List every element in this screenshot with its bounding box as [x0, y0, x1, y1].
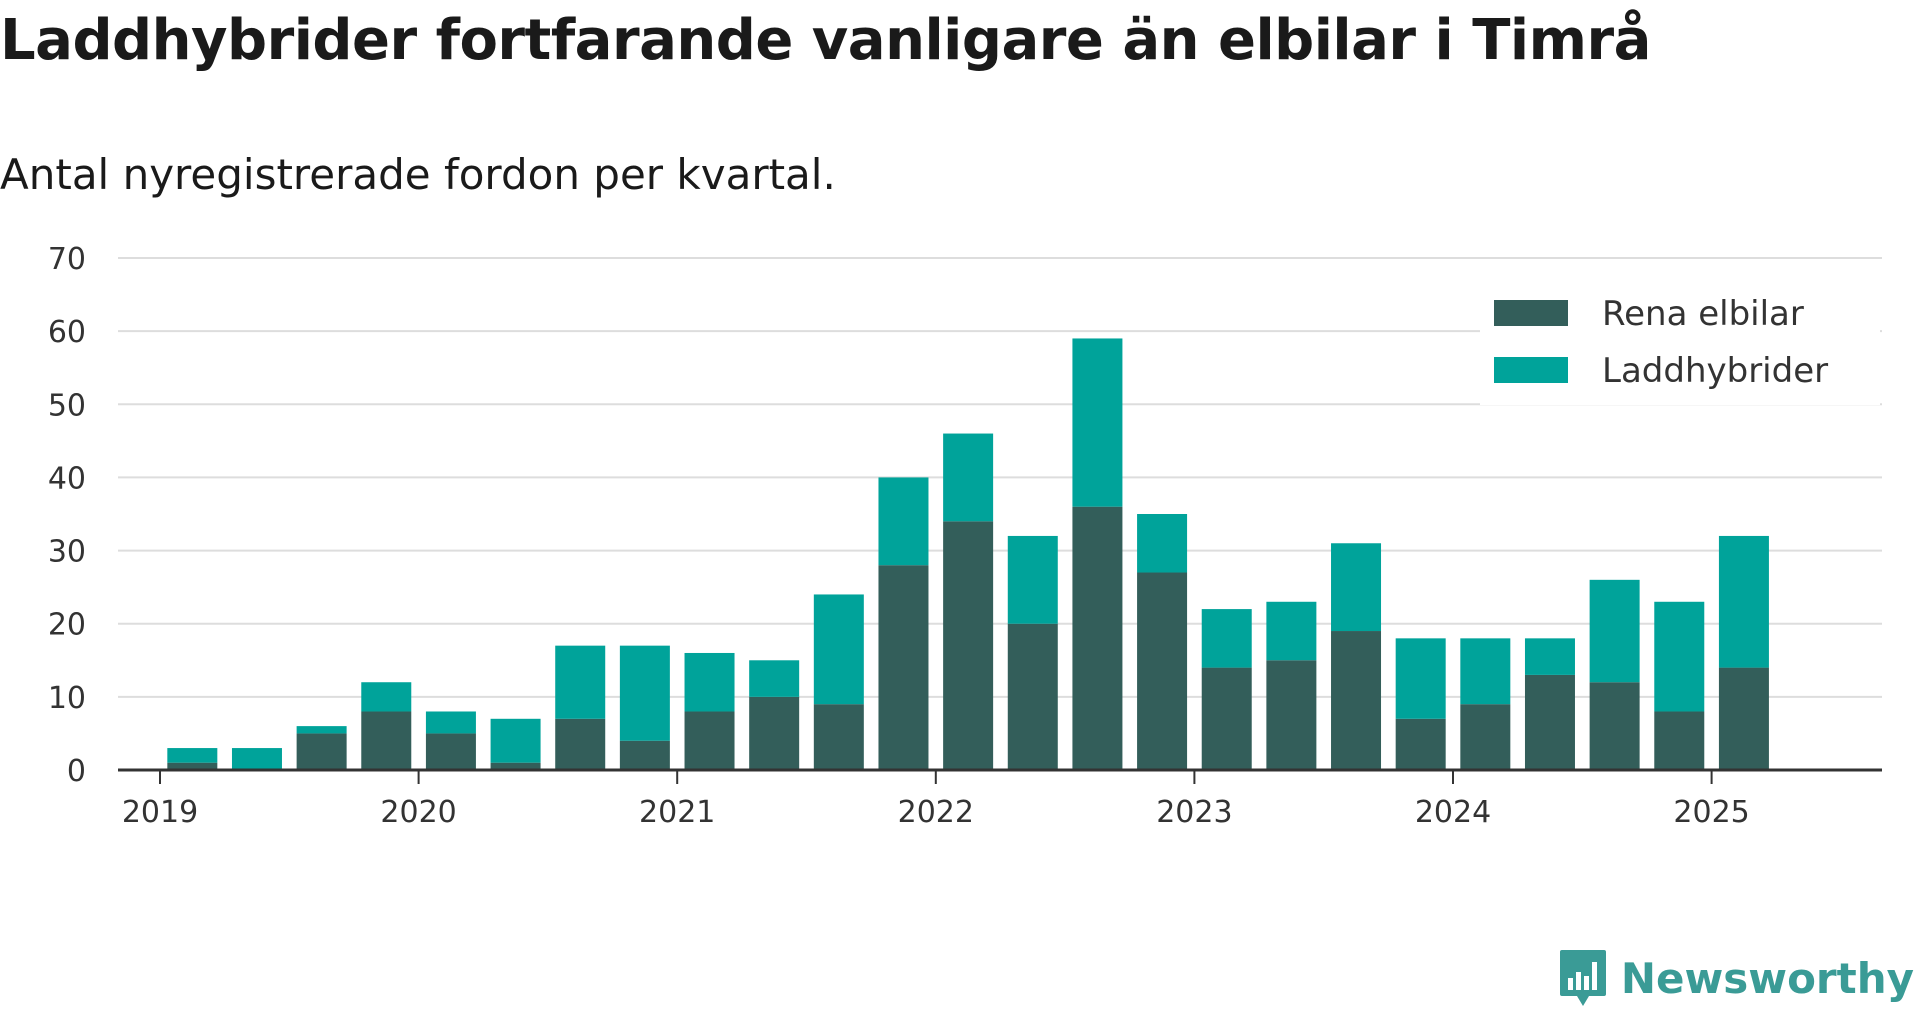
- bar-laddhybrider: [619, 645, 670, 741]
- y-tick-label: 20: [48, 608, 86, 643]
- bar-rena-elbilar: [167, 762, 218, 770]
- x-tick-label: 2023: [1156, 795, 1232, 830]
- brand-name: Newsworthy: [1620, 953, 1914, 1003]
- bar-rena-elbilar: [1654, 711, 1705, 770]
- chart-subtitle: Antal nyregistrerade fordon per kvartal.: [0, 150, 836, 199]
- legend-swatch: [1494, 357, 1568, 383]
- x-tick-label: 2024: [1415, 795, 1491, 830]
- bar-laddhybrider: [555, 645, 606, 719]
- y-tick-label: 70: [48, 242, 86, 277]
- bar-rena-elbilar: [684, 711, 735, 770]
- bar-laddhybrider: [878, 477, 929, 566]
- bar-rena-elbilar: [619, 740, 670, 770]
- y-tick-label: 0: [67, 754, 86, 789]
- bar-rena-elbilar: [1266, 660, 1317, 770]
- bar-laddhybrider: [684, 652, 735, 712]
- bar-rena-elbilar: [1007, 623, 1058, 770]
- bar-laddhybrider: [1331, 543, 1382, 632]
- bar-rena-elbilar: [425, 733, 476, 770]
- bar-laddhybrider: [943, 433, 994, 522]
- bar-laddhybrider: [361, 682, 412, 712]
- bar-laddhybrider: [1589, 579, 1640, 683]
- bar-rena-elbilar: [878, 565, 929, 770]
- bar-rena-elbilar: [296, 733, 347, 770]
- chart-title: Laddhybrider fortfarande vanligare än el…: [0, 8, 1651, 73]
- stacked-bar-chart: 0 10 20 30 40 50 60 70 2019 2020 2021 2022 2023 2024…: [48, 242, 1882, 830]
- bar-laddhybrider: [231, 748, 282, 770]
- bar-laddhybrider: [296, 726, 347, 734]
- bar-laddhybrider: [1137, 514, 1188, 573]
- bar-rena-elbilar: [1589, 682, 1640, 770]
- y-tick-label: 50: [48, 388, 86, 423]
- bar-rena-elbilar: [1395, 718, 1446, 770]
- bar-rena-elbilar: [490, 762, 541, 770]
- x-tick-label: 2022: [898, 795, 974, 830]
- bar-laddhybrider: [749, 660, 800, 697]
- bar-laddhybrider: [1395, 638, 1446, 719]
- bar-rena-elbilar: [1072, 506, 1123, 770]
- bar-laddhybrider: [1460, 638, 1511, 705]
- legend-swatch: [1494, 300, 1568, 326]
- bar-laddhybrider: [1201, 609, 1252, 668]
- bar-laddhybrider: [1072, 338, 1123, 507]
- bar-laddhybrider: [490, 718, 541, 763]
- legend-label: Laddhybrider: [1602, 351, 1828, 391]
- x-tick-label: 2020: [380, 795, 456, 830]
- bar-rena-elbilar: [943, 521, 994, 770]
- x-tick-label: 2021: [639, 795, 715, 830]
- bar-rena-elbilar: [1460, 704, 1511, 770]
- newsworthy-logo-icon: [1559, 950, 1606, 1006]
- bar-laddhybrider: [1654, 601, 1705, 712]
- bar-laddhybrider: [167, 748, 218, 763]
- bar-rena-elbilar: [1718, 667, 1769, 770]
- bar-rena-elbilar: [1331, 631, 1382, 770]
- bar-rena-elbilar: [749, 696, 800, 770]
- bar-rena-elbilar: [1201, 667, 1252, 770]
- bar-laddhybrider: [1007, 535, 1058, 624]
- y-tick-label: 60: [48, 315, 86, 350]
- bar-laddhybrider: [813, 594, 864, 705]
- bar-laddhybrider: [1524, 638, 1575, 675]
- y-tick-label: 30: [48, 535, 86, 570]
- bar-laddhybrider: [425, 711, 476, 734]
- bar-rena-elbilar: [1137, 572, 1188, 770]
- y-tick-label: 40: [48, 461, 86, 496]
- bar-rena-elbilar: [555, 718, 606, 770]
- x-tick-label: 2025: [1673, 795, 1749, 830]
- bars: [167, 338, 1769, 770]
- y-axis-ticks: 0 10 20 30 40 50 60 70: [48, 242, 86, 789]
- bar-laddhybrider: [1266, 601, 1317, 661]
- x-axis-ticks: 2019 2020 2021 2022 2023 2024 2025: [122, 770, 1750, 830]
- legend: Rena elbilar Laddhybrider: [1480, 285, 1880, 405]
- bar-laddhybrider: [1718, 535, 1769, 668]
- brand: Newsworthy: [1559, 948, 1914, 1008]
- legend-label: Rena elbilar: [1602, 294, 1804, 334]
- x-tick-label: 2019: [122, 795, 198, 830]
- bar-rena-elbilar: [361, 711, 412, 770]
- bar-rena-elbilar: [813, 704, 864, 770]
- bar-rena-elbilar: [1524, 674, 1575, 770]
- y-tick-label: 10: [48, 681, 86, 716]
